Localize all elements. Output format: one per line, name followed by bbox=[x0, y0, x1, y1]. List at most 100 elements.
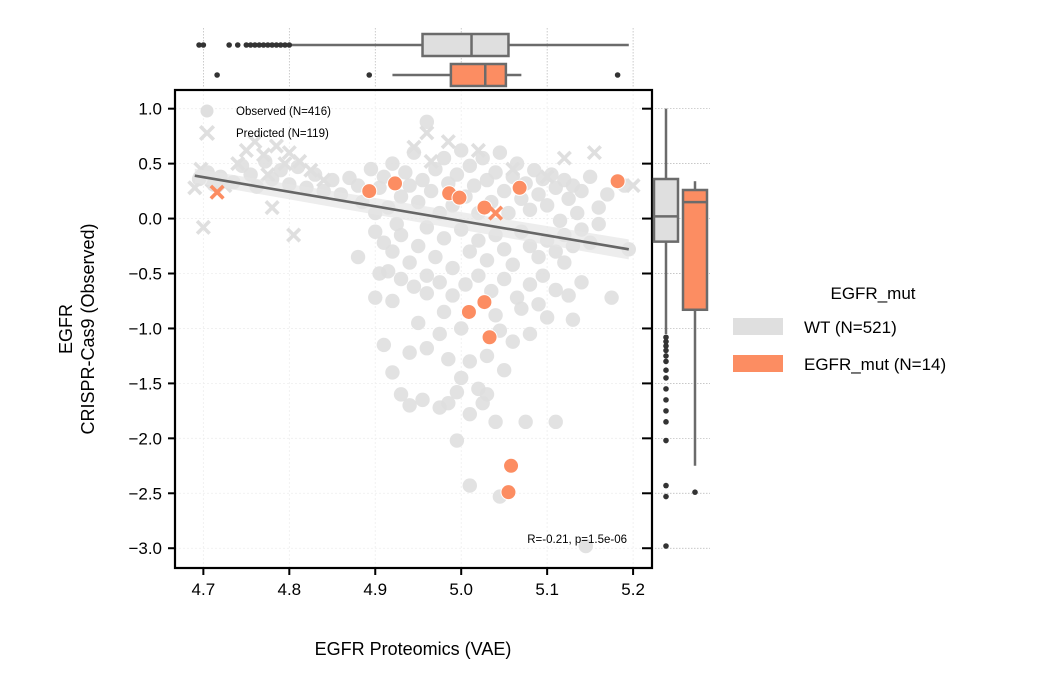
mut-observed-point bbox=[500, 484, 517, 501]
mut-predicted-point bbox=[488, 205, 504, 221]
wt-observed-point bbox=[376, 169, 392, 185]
wt-predicted-point bbox=[247, 134, 263, 150]
mut-observed-point bbox=[476, 294, 493, 311]
wt-observed-point bbox=[385, 244, 400, 259]
top-wt-outlier bbox=[252, 42, 258, 48]
right-wt-outlier bbox=[663, 386, 669, 392]
wt-observed-point bbox=[552, 213, 568, 228]
y-tick-label: −2.0 bbox=[128, 429, 162, 448]
wt-observed-point bbox=[454, 321, 469, 336]
right-wt-outlier bbox=[663, 367, 669, 374]
wt-observed-point bbox=[419, 341, 435, 356]
y-tick-label: −1.0 bbox=[128, 319, 162, 338]
right-wt-outlier bbox=[663, 353, 669, 359]
mut-points bbox=[209, 173, 626, 501]
wt-observed-point bbox=[531, 297, 546, 312]
wt-predicted-point bbox=[440, 134, 456, 150]
wt-observed-point bbox=[368, 224, 383, 239]
top-wt-outlier bbox=[196, 42, 202, 48]
marker-legend: Observed (N=416) Predicted (N=119) bbox=[198, 104, 331, 142]
wt-observed-point bbox=[385, 365, 400, 380]
x-tick-label: 4.9 bbox=[363, 580, 387, 599]
wt-observed-point bbox=[496, 271, 512, 287]
wt-predicted-point bbox=[268, 138, 284, 154]
wt-predicted-point bbox=[539, 169, 555, 185]
wt-observed-point bbox=[462, 406, 477, 422]
right-wt-outlier bbox=[663, 347, 669, 354]
wt-observed-point bbox=[522, 202, 538, 217]
wt-predicted-point bbox=[292, 153, 308, 169]
hue-legend: EGFR_mut WT (N=521) EGFR_mut (N=14) bbox=[733, 284, 946, 374]
hue-legend-wt-swatch bbox=[733, 318, 783, 335]
wt-observed-point bbox=[393, 227, 409, 243]
wt-observed-point bbox=[419, 286, 435, 301]
wt-predicted-point bbox=[264, 200, 280, 216]
top-wt-outlier bbox=[286, 42, 293, 48]
wt-observed-point bbox=[436, 304, 452, 320]
wt-predicted-point bbox=[230, 156, 246, 172]
wt-predicted-point bbox=[586, 145, 602, 161]
wt-observed-point bbox=[505, 334, 520, 349]
wt-observed-point bbox=[441, 395, 456, 411]
wt-observed-point bbox=[415, 172, 430, 188]
x-tick-label: 5.2 bbox=[621, 580, 645, 599]
wt-observed-point bbox=[380, 264, 396, 279]
top-wt-outlier bbox=[256, 42, 263, 48]
y-tick-label: −3.0 bbox=[128, 539, 162, 558]
wt-observed-point bbox=[600, 187, 615, 202]
wt-observed-point bbox=[393, 387, 409, 402]
wt-observed-point bbox=[393, 271, 409, 287]
right-wt-outlier bbox=[663, 375, 669, 381]
right-wt-outlier bbox=[663, 482, 669, 489]
wt-observed-point bbox=[574, 275, 589, 290]
wt-observed-point bbox=[462, 158, 477, 174]
top-wt-outlier bbox=[273, 42, 280, 48]
wt-observed-point bbox=[518, 414, 533, 430]
wt-observed-point bbox=[449, 384, 465, 400]
right-wt-outlier bbox=[663, 334, 669, 341]
mut-observed-point bbox=[387, 175, 404, 192]
wt-observed-point bbox=[591, 200, 606, 215]
wt-predicted-point bbox=[625, 178, 641, 194]
wt-observed-point bbox=[445, 288, 460, 303]
wt-observed-point bbox=[501, 205, 516, 221]
wt-observed-point bbox=[475, 150, 490, 166]
wt-observed-point bbox=[496, 363, 512, 378]
wt-observed-point bbox=[475, 395, 490, 411]
y-tick-label: −1.5 bbox=[128, 374, 162, 393]
right-mut-outlier bbox=[692, 489, 698, 495]
wt-predicted-point bbox=[423, 153, 439, 169]
top-mut-outlier bbox=[214, 72, 220, 78]
wt-observed-point bbox=[432, 275, 447, 290]
wt-predicted-point bbox=[187, 180, 203, 196]
wt-observed-point bbox=[389, 216, 404, 232]
wt-observed-point bbox=[402, 345, 417, 360]
wt-observed-point bbox=[604, 290, 619, 305]
wt-observed-point bbox=[582, 169, 598, 185]
correlation-annotation: R=-0.21, p=1.5e-06 bbox=[527, 534, 627, 546]
wt-predicted-point bbox=[260, 167, 276, 183]
right-wt-outlier bbox=[663, 338, 669, 345]
wt-observed-point bbox=[471, 268, 486, 283]
wt-observed-point bbox=[535, 268, 551, 283]
wt-observed-point bbox=[496, 242, 512, 257]
wt-observed-point bbox=[432, 326, 447, 342]
right-wt-box bbox=[652, 177, 680, 243]
legend-predicted-label: Predicted (N=119) bbox=[236, 128, 329, 140]
wt-observed-point bbox=[522, 326, 538, 342]
wt-observed-point bbox=[488, 165, 503, 180]
wt-observed-point bbox=[428, 249, 443, 265]
wt-observed-point bbox=[385, 156, 400, 171]
right-wt-outlier bbox=[663, 419, 669, 425]
top-wt-outlier bbox=[234, 42, 241, 48]
wt-observed-point bbox=[436, 231, 452, 246]
wt-observed-point bbox=[411, 315, 426, 331]
mut-predicted-point bbox=[209, 184, 225, 200]
regression-line-group bbox=[194, 168, 630, 260]
top-wt-outlier bbox=[247, 42, 254, 48]
wt-observed-point bbox=[423, 183, 439, 199]
wt-observed-point bbox=[488, 414, 503, 430]
wt-observed-point bbox=[402, 178, 417, 193]
wt-observed-point bbox=[591, 216, 606, 232]
mut-observed-point bbox=[609, 173, 626, 190]
